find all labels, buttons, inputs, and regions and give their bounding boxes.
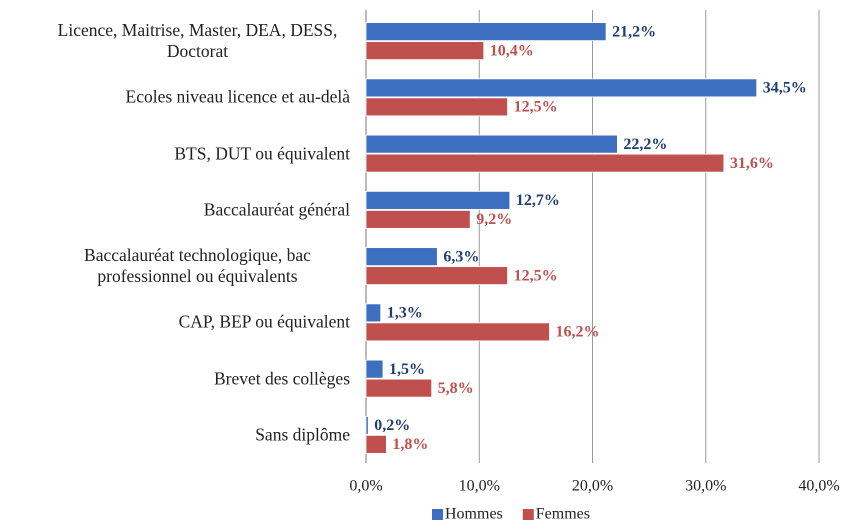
- value-label: 5,8%: [438, 380, 474, 397]
- x-tick-label: 10,0%: [459, 478, 500, 495]
- legend-swatch: [432, 509, 443, 520]
- value-label: 34,5%: [763, 80, 807, 97]
- bar: [365, 415, 369, 435]
- value-label: 1,8%: [392, 436, 428, 453]
- value-label: 12,5%: [514, 267, 558, 284]
- x-tick-label: 30,0%: [685, 478, 726, 495]
- value-label: 21,2%: [612, 23, 656, 40]
- category-label: Baccalauréat général: [203, 199, 350, 220]
- category-label: Brevet des collèges: [213, 368, 350, 389]
- x-tick-label: 40,0%: [798, 478, 839, 495]
- value-label: 12,5%: [514, 99, 558, 116]
- category-label-box: Licence, Maitrise, Master, DEA, DESS, Do…: [10, 20, 350, 62]
- value-label: 9,2%: [476, 211, 512, 228]
- category-label-box: BTS, DUT ou équivalent: [10, 143, 350, 164]
- value-label: 31,6%: [730, 155, 774, 172]
- bar: [365, 378, 433, 398]
- bar: [365, 97, 508, 117]
- bar: [365, 22, 607, 42]
- value-label: 0,2%: [374, 417, 410, 434]
- category-label-box: Ecoles niveau licence et au-delà: [10, 87, 350, 108]
- bar: [365, 266, 508, 286]
- value-label: 1,3%: [387, 305, 423, 322]
- bar: [365, 359, 384, 379]
- category-label: Licence, Maitrise, Master, DEA, DESS, Do…: [57, 20, 338, 62]
- category-label: BTS, DUT ou équivalent: [174, 143, 350, 164]
- value-label: 1,5%: [389, 361, 425, 378]
- category-label-box: Sans diplôme: [10, 424, 350, 445]
- bar: [365, 434, 387, 454]
- category-label-box: Baccalauréat général: [10, 199, 350, 220]
- bar: [365, 190, 511, 210]
- category-label: CAP, BEP ou équivalent: [178, 311, 350, 332]
- category-label: Baccalauréat technologique, bac professi…: [84, 245, 311, 287]
- x-tick-label: 0,0%: [349, 478, 382, 495]
- x-tick-label: 20,0%: [572, 478, 613, 495]
- bar: [365, 41, 485, 61]
- bar: [365, 153, 725, 173]
- value-label: 16,2%: [555, 324, 599, 341]
- legend-label: Femmes: [536, 506, 590, 523]
- value-label: 10,4%: [490, 42, 534, 59]
- category-label-box: Brevet des collèges: [10, 368, 350, 389]
- value-label: 12,7%: [516, 192, 560, 209]
- bar: [365, 134, 618, 154]
- category-label-box: CAP, BEP ou équivalent: [10, 312, 350, 333]
- value-label: 6,3%: [443, 248, 479, 265]
- category-label-box: Baccalauréat technologique, bac professi…: [10, 245, 350, 287]
- bar: [365, 78, 758, 98]
- bar: [365, 303, 382, 323]
- bar: [365, 322, 550, 342]
- value-label: 22,2%: [623, 136, 667, 153]
- legend-swatch: [522, 509, 534, 520]
- bar: [365, 247, 438, 267]
- legend-label: Hommes: [445, 506, 503, 523]
- category-label: Ecoles niveau licence et au-delà: [125, 86, 350, 107]
- bar: [365, 209, 471, 229]
- category-label: Sans diplôme: [255, 424, 350, 445]
